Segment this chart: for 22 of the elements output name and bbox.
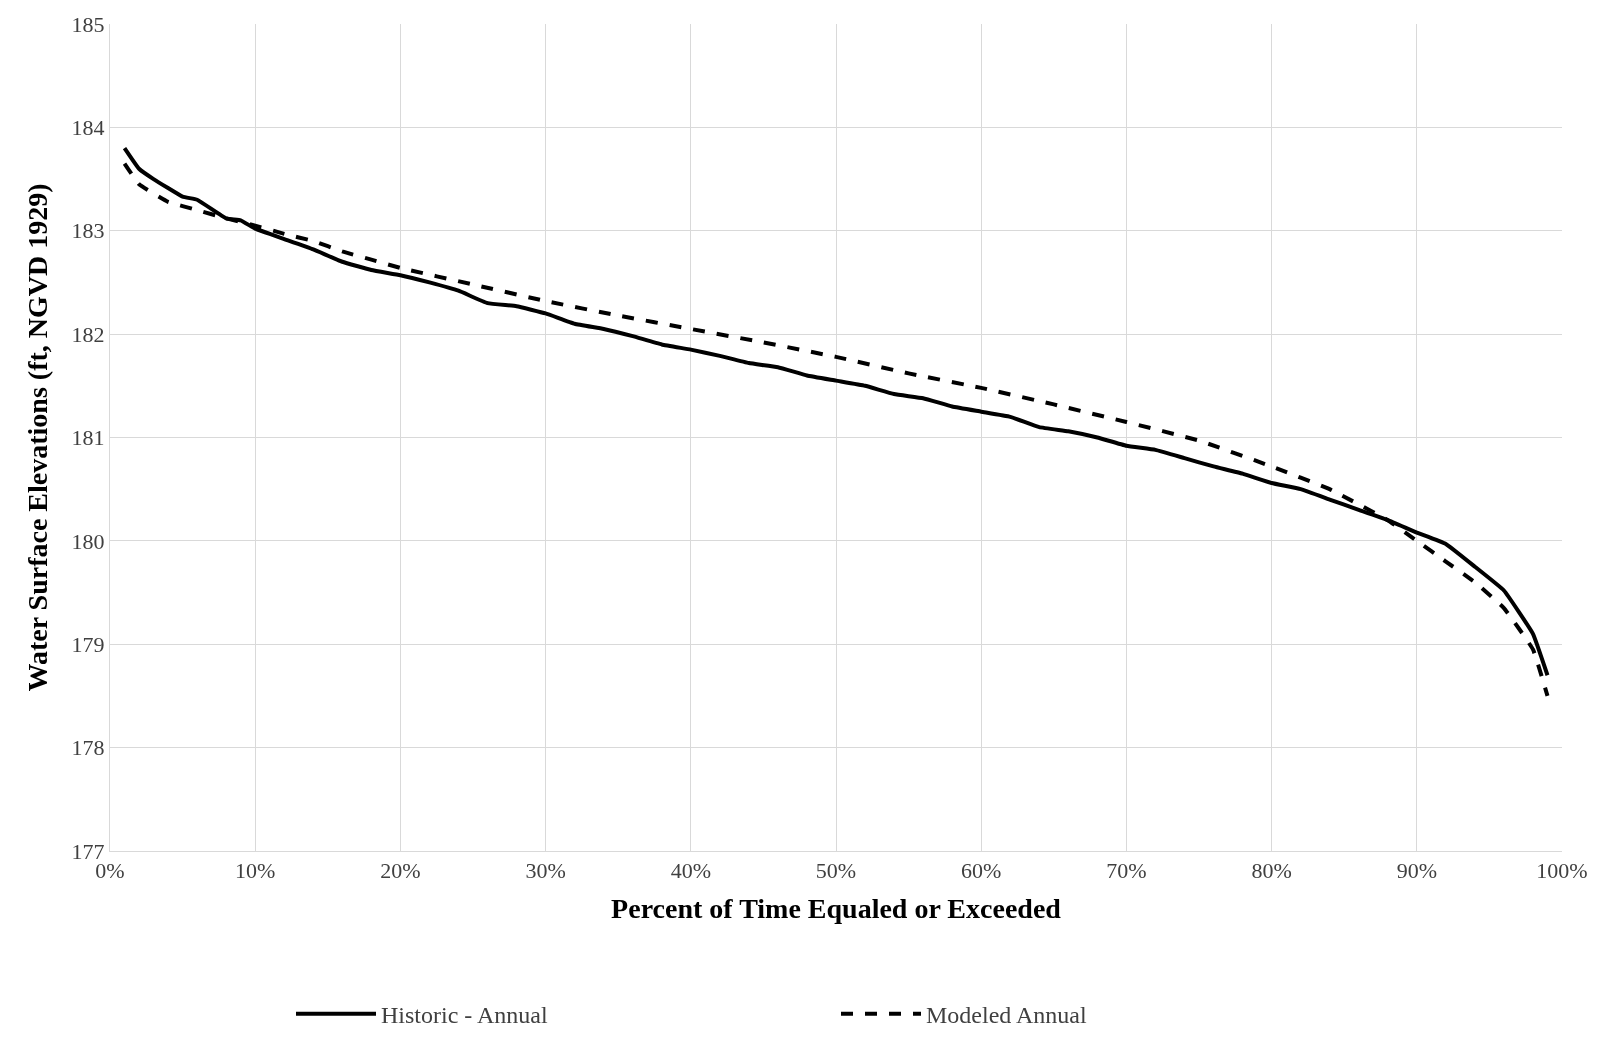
x-axis-title: Percent of Time Equaled or Exceeded <box>611 892 1062 924</box>
x-tick-label: 30% <box>525 858 566 884</box>
x-tick-label: 70% <box>1106 858 1147 884</box>
legend-label: Modeled Annual <box>926 1002 1087 1029</box>
y-tick-label: 180 <box>71 528 105 554</box>
x-tick-label: 40% <box>670 858 711 884</box>
x-tick-label: 20% <box>380 858 421 884</box>
x-tick-label: 50% <box>815 858 857 884</box>
y-tick-label: 178 <box>71 735 105 761</box>
y-tick-label: 185 <box>71 11 105 37</box>
x-tick-label: 80% <box>1251 858 1292 884</box>
y-tick-label: 181 <box>71 425 105 451</box>
y-tick-label: 184 <box>71 115 105 141</box>
x-tick-label: 90% <box>1396 858 1437 884</box>
y-tick-label: 179 <box>71 631 105 657</box>
y-axis-title: Water Surface Elevations (ft, NGVD 1929) <box>22 183 54 692</box>
y-tick-label: 183 <box>71 218 105 244</box>
legend-label: Historic - Annual <box>381 1002 548 1029</box>
x-tick-label: 10% <box>235 858 276 884</box>
y-tick-label: 182 <box>71 321 105 347</box>
x-tick-label: 100% <box>1536 858 1588 884</box>
x-tick-label: 60% <box>961 858 1002 884</box>
